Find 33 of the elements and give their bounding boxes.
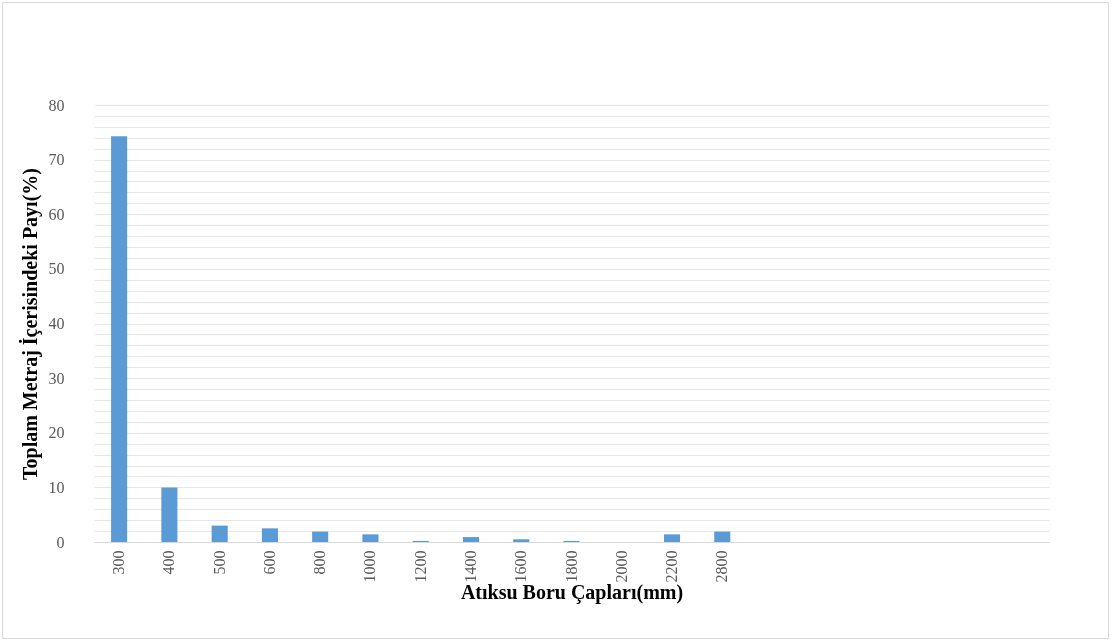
- y-axis-title: Toplam Metraj İçerisindeki Payı(%): [17, 167, 42, 481]
- bar: [362, 534, 379, 542]
- x-tick-label: 1400: [461, 550, 479, 583]
- x-tick-label: 2800: [713, 550, 731, 583]
- y-tick-label: 70: [48, 151, 65, 169]
- x-tick-label: 2000: [612, 550, 630, 583]
- x-tick-label: 1600: [512, 550, 530, 583]
- bar: [211, 525, 228, 542]
- x-tick-label: 1000: [361, 550, 379, 583]
- y-tick-label: 10: [48, 478, 65, 496]
- x-tick-label: 800: [311, 550, 329, 575]
- y-tick-label: 30: [48, 369, 65, 387]
- bar: [462, 537, 480, 542]
- x-tick-label: 500: [210, 550, 228, 575]
- x-tick-label: 600: [260, 550, 278, 575]
- bar: [714, 531, 731, 542]
- bar: [261, 528, 278, 542]
- x-tick-label: 1800: [562, 550, 580, 583]
- x-tick-label: 300: [110, 550, 128, 575]
- bar: [513, 539, 530, 542]
- bar: [663, 534, 681, 542]
- x-tick-label: 1200: [411, 550, 429, 583]
- y-tick-label: 40: [48, 315, 65, 332]
- x-tick-label: 2200: [663, 550, 681, 583]
- y-tick-label: 60: [48, 205, 65, 223]
- bar: [111, 136, 128, 542]
- y-tick-label: 20: [48, 424, 65, 442]
- y-tick-label: 0: [56, 533, 65, 551]
- y-tick-label: 50: [48, 260, 65, 278]
- bar: [312, 531, 329, 542]
- bar: [161, 487, 178, 542]
- y-tick-label: 80: [48, 96, 65, 114]
- x-tick-label: 400: [160, 550, 178, 575]
